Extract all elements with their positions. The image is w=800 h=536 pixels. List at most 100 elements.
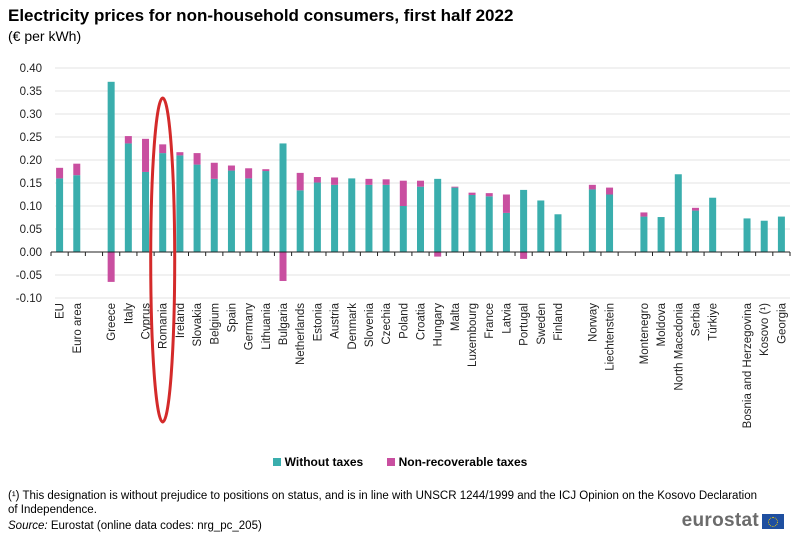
x-category-label: Malta: [450, 302, 462, 331]
x-category-label: Denmark: [347, 303, 359, 350]
x-category-label: Netherlands: [295, 303, 307, 365]
bar-non-recoverable-taxes: [331, 177, 339, 185]
x-category-label: Euro area: [72, 302, 84, 353]
x-axis: [50, 251, 791, 256]
bar-non-recoverable-taxes: [159, 144, 167, 154]
y-tick-label: 0.05: [20, 224, 42, 236]
x-category-label: Cyprus: [141, 303, 153, 340]
bar-without-taxes: [279, 143, 287, 252]
bar-non-recoverable-taxes: [468, 192, 476, 195]
x-category-label: Moldova: [656, 302, 668, 346]
bar-non-recoverable-taxes: [691, 207, 699, 211]
x-category-label: Slovenia: [364, 302, 376, 347]
bar-without-taxes: [640, 216, 648, 252]
x-category-label: Latvia: [501, 302, 513, 333]
legend-swatch-non-recoverable-taxes: [386, 457, 395, 466]
x-category-label: Portugal: [519, 303, 531, 346]
bar-without-taxes: [485, 196, 493, 252]
bar-non-recoverable-taxes: [227, 165, 235, 171]
x-category-label: Austria: [330, 302, 342, 338]
x-category-label: Ireland: [175, 303, 187, 338]
bar-non-recoverable-taxes: [73, 163, 81, 176]
bar-without-taxes: [760, 220, 768, 252]
bar-without-taxes: [382, 184, 390, 252]
bar-non-recoverable-taxes: [417, 180, 424, 187]
bar-without-taxes: [777, 216, 785, 252]
bar-non-recoverable-taxes: [176, 152, 184, 156]
footnote: (¹) This designation is without prejudic…: [8, 490, 757, 516]
x-category-label: North Macedonia: [673, 302, 685, 390]
y-tick-label: 0.30: [20, 109, 42, 121]
legend-item-non-recoverable-taxes: Non-recoverable taxes: [386, 455, 527, 469]
x-axis-category-labels: EU Euro area Greece Italy Cyprus Romania Irela…: [55, 302, 789, 428]
y-tick-label: -0.05: [16, 270, 42, 282]
x-category-label: Poland: [398, 303, 410, 339]
bar-without-taxes: [365, 184, 373, 252]
bar-without-taxes: [709, 197, 717, 252]
bar-without-taxes: [434, 178, 442, 252]
bar-without-taxes: [245, 178, 253, 252]
y-tick-label: 0.20: [20, 155, 42, 167]
bar-without-taxes: [417, 186, 424, 252]
bar-without-taxes: [331, 184, 339, 252]
bar-non-recoverable-taxes: [451, 186, 459, 188]
x-category-label: Greece: [106, 303, 118, 341]
bar-non-recoverable-taxes: [520, 252, 528, 259]
x-category-label: Croatia: [416, 302, 428, 340]
x-category-label: Germany: [244, 303, 256, 351]
x-category-label: Romania: [158, 302, 170, 349]
eu-flag-icon: [762, 513, 784, 529]
bar-without-taxes: [262, 171, 270, 252]
bar-non-recoverable-taxes: [640, 212, 648, 217]
source-note: Source: Eurostat (online data codes: nrg…: [8, 520, 262, 532]
bar-non-recoverable-taxes: [434, 252, 442, 257]
bar-non-recoverable-taxes: [107, 252, 115, 282]
bar-without-taxes: [142, 171, 150, 252]
y-tick-label: 0.10: [20, 201, 42, 213]
bar-without-taxes: [193, 164, 201, 252]
logo-text: eurostat: [681, 510, 759, 531]
x-category-label: Bosnia and Herzegovina: [742, 302, 754, 428]
bar-without-taxes: [399, 206, 407, 252]
x-category-label: EU: [55, 303, 67, 319]
bar-without-taxes: [520, 189, 528, 252]
x-category-label: Norway: [587, 303, 599, 342]
bar-without-taxes: [210, 178, 218, 252]
x-category-label: Liechtenstein: [605, 303, 617, 371]
y-tick-label: -0.10: [16, 293, 42, 305]
bar-without-taxes: [124, 143, 132, 252]
y-tick-label: 0.40: [20, 63, 42, 75]
bar-non-recoverable-taxes: [382, 179, 390, 185]
bar-non-recoverable-taxes: [313, 177, 321, 183]
bar-non-recoverable-taxes: [142, 138, 150, 172]
bar-non-recoverable-taxes: [399, 180, 407, 206]
bar-non-recoverable-taxes: [296, 172, 304, 191]
source-label: Source:: [8, 520, 48, 532]
x-category-label: Lithuania: [261, 302, 273, 349]
y-tick-label: 0.35: [20, 86, 42, 98]
bar-non-recoverable-taxes: [502, 194, 510, 213]
bar-without-taxes: [657, 217, 665, 252]
bar-without-taxes: [468, 194, 476, 252]
bar-non-recoverable-taxes: [245, 168, 253, 179]
y-tick-label: 0.00: [20, 247, 42, 259]
bar-non-recoverable-taxes: [56, 167, 64, 179]
bar-without-taxes: [176, 155, 184, 252]
legend-swatch-without-taxes: [272, 457, 281, 466]
x-category-label: France: [484, 303, 496, 339]
bar-without-taxes: [606, 194, 614, 252]
chart-subtitle: (€ per kWh): [8, 28, 82, 44]
source-text: Eurostat (online data codes: nrg_pc_205): [47, 520, 262, 532]
bar-without-taxes: [56, 178, 64, 252]
bars: [56, 81, 785, 282]
x-category-label: Spain: [226, 303, 238, 332]
bar-without-taxes: [313, 182, 321, 252]
x-category-label: Slovakia: [192, 302, 204, 346]
chart-title: Electricity prices for non-household con…: [8, 6, 514, 25]
bar-without-taxes: [588, 189, 596, 252]
x-category-label: Serbia: [690, 302, 702, 336]
bar-without-taxes: [502, 212, 510, 252]
x-category-label: Luxembourg: [467, 303, 479, 367]
bar-without-taxes: [691, 210, 699, 252]
x-category-label: Bulgaria: [278, 302, 290, 345]
